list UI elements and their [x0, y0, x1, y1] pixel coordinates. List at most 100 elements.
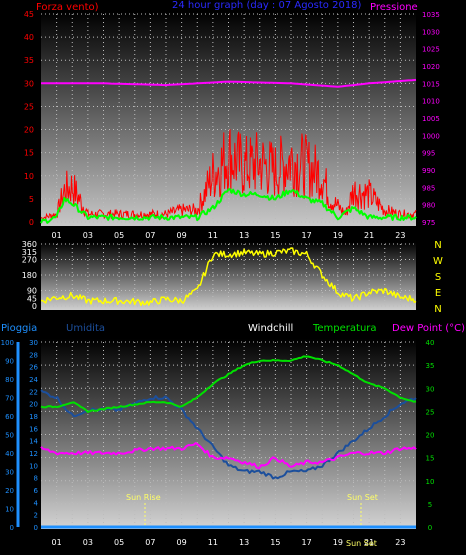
- humidity-tick-label: 24: [29, 376, 38, 384]
- temperature-tick-label: 15: [426, 455, 435, 463]
- pressure-tick-label: 1010: [422, 98, 440, 106]
- wind-tick-label: 45: [24, 10, 34, 19]
- hour-tick-label: 01: [52, 231, 62, 240]
- humidity-tick-label: 14: [29, 438, 38, 446]
- hour-tick-label: 23: [395, 538, 405, 547]
- pressure-tick-label: 1035: [422, 11, 440, 19]
- dew-point-label: Dew Point (°C): [392, 323, 465, 334]
- rain-tick-label: 80: [5, 376, 14, 384]
- compass-label: E: [435, 288, 441, 299]
- hour-tick-label: 05: [114, 231, 124, 240]
- temperature-tick-label: 5: [428, 501, 432, 509]
- compass-label: N: [434, 304, 441, 315]
- hour-tick-label: 13: [239, 231, 249, 240]
- temperature-tick-label: 10: [426, 478, 435, 486]
- pressure-tick-label: 985: [422, 184, 435, 192]
- chart-title: 24 hour graph (day : 07 Agosto 2018): [172, 0, 362, 11]
- sunrise-label: Sun Rise: [126, 493, 161, 502]
- wind-tick-label: 20: [24, 126, 34, 135]
- humidity-tick-label: 8: [34, 475, 38, 483]
- direction-tick-label: 180: [22, 271, 37, 280]
- rain-tick-label: 40: [5, 450, 14, 458]
- humidity-tick-label: 2: [34, 512, 38, 520]
- hour-tick-label: 11: [208, 538, 218, 547]
- humidity-tick-label: 30: [29, 339, 38, 347]
- humidity-tick-label: 10: [29, 462, 38, 470]
- pressure-tick-label: 980: [422, 202, 435, 210]
- rain-tick-label: 70: [5, 395, 14, 403]
- hour-tick-label: 03: [83, 538, 93, 547]
- wind-tick-label: 0: [29, 218, 34, 227]
- direction-tick-label: 270: [22, 256, 37, 265]
- hour-tick-label: 17: [302, 538, 312, 547]
- humidity-tick-label: 22: [29, 388, 38, 396]
- temperature-tick-label: 25: [426, 408, 435, 416]
- hour-tick-label: 17: [302, 231, 312, 240]
- hour-tick-label: 09: [177, 231, 187, 240]
- hour-tick-label: 11: [208, 231, 218, 240]
- compass-label: W: [433, 256, 443, 267]
- temperature-label: Temperatura: [312, 323, 377, 334]
- humidity-tick-label: 12: [29, 450, 38, 458]
- humidity-tick-label: 6: [34, 487, 39, 495]
- humidity-tick-label: 20: [29, 401, 38, 409]
- rain-tick-label: 0: [10, 524, 14, 532]
- direction-tick-label: 315: [22, 248, 37, 257]
- humidity-tick-label: 26: [29, 364, 38, 372]
- wind-tick-label: 30: [24, 79, 34, 88]
- hour-tick-label: 23: [395, 231, 405, 240]
- pressure-tick-label: 995: [422, 150, 435, 158]
- hour-tick-label: 07: [145, 538, 155, 547]
- humidity-tick-label: 4: [34, 499, 39, 507]
- pressure-tick-label: 1020: [422, 63, 440, 71]
- wind-direction-line: [40, 247, 417, 307]
- hour-tick-label: 15: [270, 231, 280, 240]
- pressure-tick-label: 975: [422, 219, 435, 227]
- humidity-tick-label: 16: [29, 425, 38, 433]
- rain-tick-label: 10: [5, 506, 14, 514]
- pressure-label: Pressione: [370, 2, 418, 13]
- pressure-tick-label: 990: [422, 167, 435, 175]
- wind-tick-label: 40: [24, 33, 34, 42]
- pressure-tick-label: 1015: [422, 80, 440, 88]
- pressure-tick-label: 1025: [422, 46, 440, 54]
- rain-tick-label: 50: [5, 432, 14, 440]
- humidity-tick-label: 0: [34, 524, 38, 532]
- compass-label: N: [434, 240, 441, 251]
- direction-tick-label: 360: [22, 240, 37, 249]
- compass-label: S: [435, 272, 441, 283]
- pressure-tick-label: 1005: [422, 115, 440, 123]
- wind-tick-label: 15: [24, 149, 34, 158]
- sunset-label: Sun Set: [347, 493, 378, 502]
- hour-tick-label: 09: [177, 538, 187, 547]
- temperature-tick-label: 30: [426, 385, 435, 393]
- hour-tick-label: 03: [83, 231, 93, 240]
- wind-tick-label: 5: [29, 195, 34, 204]
- temperature-tick-label: 0: [428, 524, 432, 532]
- direction-tick-label: 0: [32, 302, 37, 311]
- hour-tick-label: 07: [145, 231, 155, 240]
- rain-tick-label: 20: [5, 487, 14, 495]
- pressure-tick-label: 1030: [422, 28, 440, 36]
- hour-tick-label: 05: [114, 538, 124, 547]
- pressure-tick-label: 1000: [422, 132, 440, 140]
- temperature-tick-label: 20: [426, 432, 435, 440]
- direction-tick-label: 90: [27, 287, 37, 296]
- rain-label: Pioggia: [1, 323, 37, 334]
- humidity-label: Umidita: [66, 323, 105, 334]
- pressure-line: [41, 78, 417, 88]
- wind-tick-label: 10: [24, 172, 34, 181]
- wind-force-label: Forza vento): [36, 2, 99, 13]
- hour-tick-label: 15: [270, 538, 280, 547]
- rain-tick-label: 30: [5, 469, 14, 477]
- humidity-tick-label: 28: [29, 351, 38, 359]
- hour-tick-label: 19: [333, 231, 343, 240]
- direction-tick-label: 45: [27, 294, 37, 303]
- rain-tick-label: 60: [5, 413, 14, 421]
- hour-tick-label: 21: [364, 231, 374, 240]
- hour-tick-label: 01: [52, 538, 62, 547]
- wind-gust-line: [40, 129, 417, 221]
- rain-tick-label: 100: [1, 339, 14, 347]
- hour-tick-label: 21: [364, 538, 374, 547]
